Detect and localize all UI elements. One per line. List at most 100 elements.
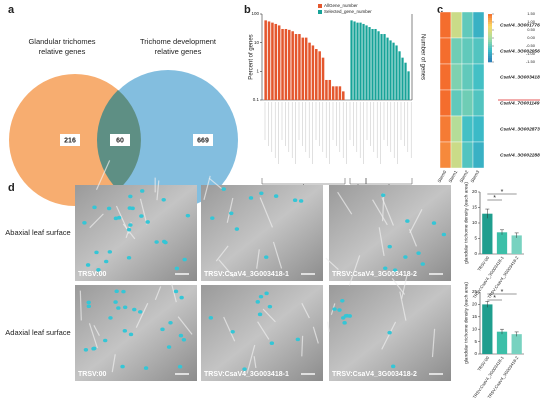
row-label: CsaV4_3G002873 bbox=[500, 126, 540, 132]
gland bbox=[264, 291, 269, 296]
bar bbox=[392, 42, 395, 100]
y-tick-label: 0 bbox=[474, 351, 477, 356]
col-label: Stem1 bbox=[448, 169, 459, 183]
x-tick-label: TRSV:00 bbox=[476, 255, 490, 272]
gland bbox=[210, 216, 215, 220]
bar bbox=[301, 37, 305, 100]
trichome bbox=[223, 316, 236, 342]
gland bbox=[106, 206, 112, 211]
trichome bbox=[399, 291, 407, 321]
bar bbox=[335, 86, 338, 100]
gland bbox=[113, 216, 119, 221]
panel-label: c bbox=[437, 4, 443, 16]
bar bbox=[294, 34, 298, 100]
gland bbox=[380, 193, 386, 197]
gland bbox=[166, 345, 172, 349]
gland bbox=[143, 366, 149, 370]
trichome bbox=[372, 199, 388, 226]
gland bbox=[128, 223, 133, 227]
trichome bbox=[79, 290, 82, 321]
y-tick-label: 25 bbox=[472, 289, 478, 294]
venn-count: 669 bbox=[197, 137, 209, 144]
trichome bbox=[246, 344, 256, 374]
gland bbox=[145, 220, 150, 224]
bar bbox=[271, 22, 274, 101]
scale-step bbox=[488, 20, 492, 23]
y-axis-label: glandular trichome density (each area) bbox=[463, 182, 469, 264]
scale-label: -1.00 bbox=[526, 51, 536, 56]
bar bbox=[315, 49, 318, 100]
gland bbox=[92, 346, 97, 351]
heat-cell bbox=[450, 115, 463, 143]
gland bbox=[154, 240, 159, 244]
scale-step bbox=[488, 56, 492, 59]
y-tick-label: 10 bbox=[472, 220, 478, 225]
gland bbox=[86, 304, 92, 309]
bar bbox=[353, 21, 356, 101]
trichome bbox=[135, 302, 149, 328]
gland bbox=[340, 298, 345, 303]
gland bbox=[431, 221, 437, 225]
trichome bbox=[381, 197, 394, 226]
scale-step bbox=[488, 54, 492, 57]
row-label: Abaxial leaf surface bbox=[5, 228, 70, 237]
sem-caption: TRSV:CsaV4_3G003418-2 bbox=[332, 271, 417, 278]
trichome bbox=[431, 328, 436, 358]
bar bbox=[304, 37, 308, 100]
panel-label: d bbox=[8, 182, 15, 194]
label-line: Glandular trichomes bbox=[28, 37, 95, 46]
gland bbox=[387, 244, 392, 249]
gland bbox=[441, 232, 447, 237]
venn-set-label: Trichome development relative genes bbox=[140, 37, 217, 56]
trichome bbox=[259, 197, 274, 228]
scale-step bbox=[488, 36, 492, 39]
bar bbox=[398, 51, 401, 100]
gland bbox=[82, 221, 87, 225]
bar bbox=[404, 62, 407, 100]
panel-label: b bbox=[244, 4, 251, 16]
heat-cell bbox=[439, 37, 452, 65]
error-bar bbox=[500, 328, 504, 335]
trichome bbox=[93, 324, 100, 336]
gland bbox=[337, 308, 342, 312]
bar bbox=[482, 304, 493, 354]
heat-cell bbox=[439, 63, 452, 91]
scale-label: 0.50 bbox=[527, 27, 536, 32]
gland bbox=[128, 332, 134, 337]
heat-cell bbox=[472, 37, 485, 65]
trichome bbox=[391, 278, 406, 295]
trichome bbox=[327, 321, 330, 332]
y-tick-label: 20 bbox=[472, 189, 478, 194]
gland bbox=[116, 306, 121, 310]
trichome bbox=[95, 160, 111, 191]
gland bbox=[113, 300, 118, 304]
bar bbox=[298, 34, 301, 100]
y-axis-label: glandular trichome density (each area) bbox=[463, 282, 469, 364]
y-tick-label: 5 bbox=[474, 236, 477, 241]
label-line: relative genes bbox=[39, 47, 86, 56]
heat-cell bbox=[472, 115, 485, 143]
scale-step bbox=[488, 24, 492, 27]
row-label: CsaV4_3G002056 bbox=[500, 48, 540, 54]
count-box bbox=[60, 134, 80, 146]
heat-cell bbox=[439, 141, 452, 169]
gland bbox=[295, 337, 301, 342]
scale-label: 0.00 bbox=[527, 35, 536, 40]
y-tick-label: 5 bbox=[474, 339, 477, 344]
error-bar bbox=[485, 301, 490, 308]
gland bbox=[258, 294, 264, 299]
gland bbox=[234, 227, 240, 231]
gland bbox=[248, 196, 254, 200]
scale-step bbox=[488, 30, 492, 33]
venn-count: 216 bbox=[64, 137, 76, 144]
heat-cell bbox=[461, 37, 474, 65]
bar bbox=[291, 31, 294, 101]
sem-caption: TRSV:CsaV4_3G003418-1 bbox=[204, 271, 289, 278]
trichome bbox=[401, 274, 408, 299]
sig-star: * bbox=[493, 295, 496, 302]
legend-swatch bbox=[318, 10, 322, 14]
scale-step bbox=[488, 40, 492, 43]
col-label: Stem3 bbox=[470, 169, 481, 183]
gland bbox=[391, 364, 396, 369]
